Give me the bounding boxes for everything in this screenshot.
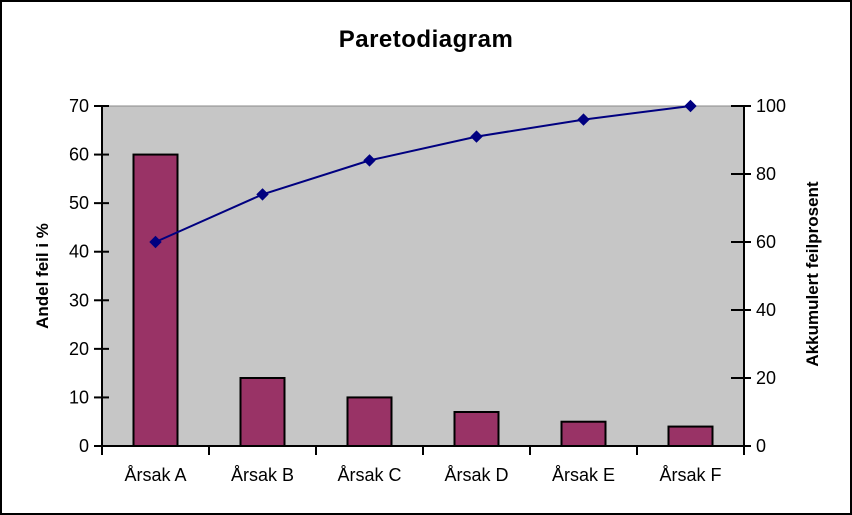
right-axis-tick-label-100: 100: [756, 96, 786, 116]
bar-arsak-e: [560, 420, 607, 448]
cumulative-line: [155, 105, 691, 243]
right-axis-tick-label-60: 60: [756, 232, 776, 252]
bar-arsak-f: [667, 425, 714, 448]
right-axis-tick-label-40: 40: [756, 300, 776, 320]
right-axis-tick-label-80: 80: [756, 164, 776, 184]
bar-arsak-b: [239, 377, 286, 447]
category-label-arsak-a: Årsak A: [124, 465, 186, 485]
left-axis-tick-label-60: 60: [69, 145, 89, 165]
category-label-arsak-d: Årsak D: [444, 465, 508, 485]
marker-arsak-c: [363, 154, 376, 167]
left-axis-tick-label-50: 50: [69, 193, 89, 213]
right-axis-tick-label-0: 0: [756, 436, 766, 456]
bar-arsak-a: [132, 153, 179, 447]
right-axis-title: Akkumulert feilprosent: [803, 181, 822, 366]
right-axis-tick-label-20: 20: [756, 368, 776, 388]
left-axis-title: Andel feil i %: [33, 223, 52, 329]
left-axis-tick-label-70: 70: [69, 96, 89, 116]
left-axis-tick-label-20: 20: [69, 339, 89, 359]
left-axis-tick-label-10: 10: [69, 387, 89, 407]
category-label-arsak-c: Årsak C: [337, 465, 401, 485]
marker-arsak-e: [577, 113, 590, 126]
chart-title: Paretodiagram: [338, 26, 514, 53]
marker-arsak-b: [256, 188, 269, 201]
category-label-arsak-b: Årsak B: [231, 465, 294, 485]
marker-arsak-a: [149, 235, 162, 249]
bar-arsak-c: [346, 396, 393, 447]
category-label-arsak-e: Årsak E: [552, 465, 615, 485]
left-axis-tick-label-40: 40: [69, 242, 89, 262]
plot-area: [101, 105, 745, 447]
marker-arsak-f: [684, 99, 697, 113]
marker-arsak-d: [470, 130, 483, 143]
category-label-arsak-f: Årsak F: [659, 465, 721, 485]
left-axis-tick-label-30: 30: [69, 290, 89, 310]
bar-arsak-d: [453, 411, 500, 447]
left-axis-tick-label-0: 0: [79, 436, 89, 456]
